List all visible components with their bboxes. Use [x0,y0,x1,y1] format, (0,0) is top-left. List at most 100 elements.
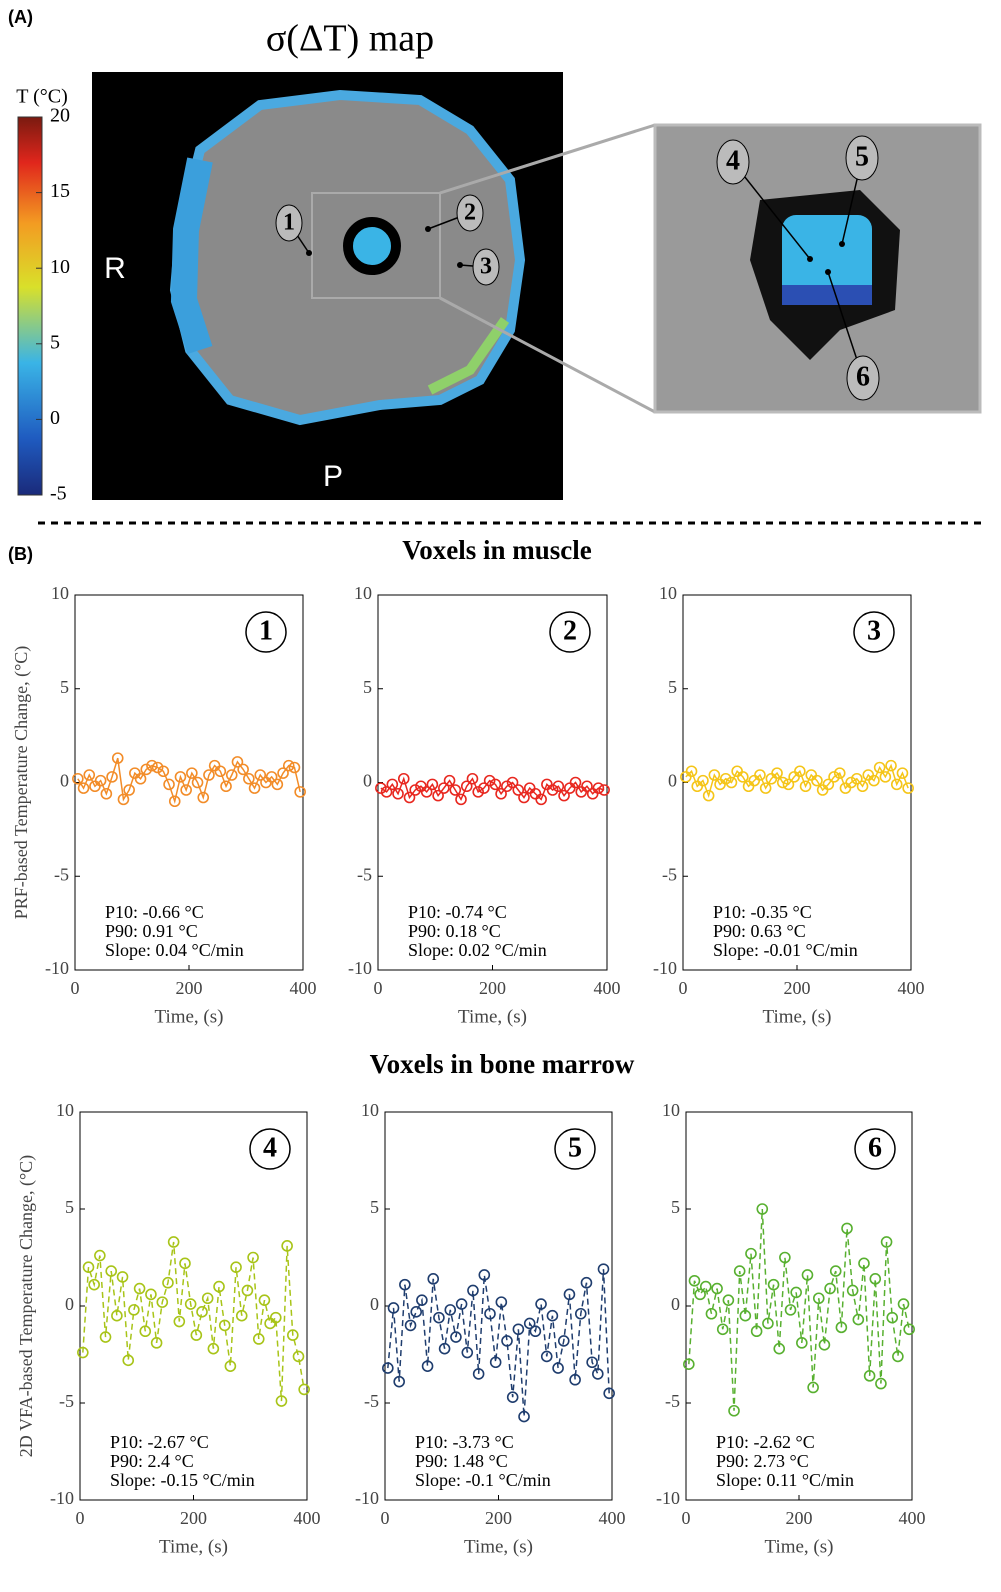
data-point [716,1323,729,1336]
data-point [231,756,244,768]
data-point [828,771,840,783]
marrow-edge [782,285,872,305]
data-point [563,1288,576,1301]
data-point [801,1269,814,1281]
data-point [685,765,698,778]
data-point [501,1335,513,1347]
data-point [427,1273,440,1285]
data-point [201,1292,214,1305]
data-point [203,769,215,781]
panel-label: (B) [8,544,33,564]
data-point [375,782,387,794]
x-tick-label: 0 [374,978,383,998]
y-tick-label: 0 [671,1294,680,1314]
data-point [711,1282,723,1295]
data-point [100,787,113,800]
data-point [258,1294,271,1306]
data-point [846,1284,859,1297]
colorbar-tick-label: -5 [50,483,67,505]
data-point [151,761,164,774]
colorbar-tick-label: 5 [50,331,60,353]
data-point [796,1337,808,1349]
data-point [868,774,880,787]
data-point [472,786,484,798]
x-axis-label: Time, (s) [458,1006,527,1027]
y-tick-label: 0 [370,1294,379,1314]
data-point [592,782,605,794]
data-point [688,1274,701,1287]
data-point [99,1331,112,1343]
data-point [903,1323,915,1336]
data-point [824,1282,836,1295]
data-point [433,1311,445,1324]
data-point [420,786,433,798]
panel-badge [554,1128,596,1170]
marker-circle [275,204,303,242]
data-point [890,778,903,791]
data-point [779,1251,791,1264]
voxel-dot [807,256,813,262]
x-tick-label: 0 [71,978,80,998]
voxel-dot [457,262,463,268]
data-point [224,1360,237,1372]
data-point [745,1247,757,1260]
plot-frame [79,1111,308,1501]
data-point [841,1222,853,1235]
data-point [150,1337,163,1349]
data-point [77,1346,89,1359]
data-point [856,780,869,793]
data-point [167,1236,180,1248]
data-point [851,772,863,785]
y-tick-label: 5 [370,1197,379,1217]
colorbar [17,116,43,496]
data-point [438,1342,451,1355]
data-point [397,772,410,785]
data-point [190,1329,203,1341]
data-point [557,1335,570,1347]
x-axis-label: Time, (s) [159,1536,228,1557]
data-point [288,761,301,774]
marker-circle [716,139,750,185]
data-point [897,1298,910,1310]
section-title: Voxels in muscle [402,535,592,565]
y-tick-label: 5 [363,677,372,697]
y-tick-label: -10 [355,1488,379,1508]
data-point [444,1304,457,1316]
zoom-box [311,192,441,299]
y-tick-label: 5 [60,677,69,697]
marker-label: 6 [856,361,870,392]
data-point [156,1296,169,1308]
panel-badge [245,611,287,653]
panel-badge-label: 3 [867,615,881,646]
y-tick-label: -10 [50,1488,74,1508]
map-title: σ(ΔT) map [266,18,434,60]
data-point [699,1280,712,1293]
y-tick-label: 0 [363,771,372,791]
y-tick-label: -5 [59,1391,74,1411]
data-point [269,1311,282,1324]
data-point [811,774,823,787]
data-point [123,784,135,796]
section-title: Voxels in bone marrow [370,1049,635,1079]
data-point [88,1278,100,1291]
data-point [535,1298,547,1310]
data-point [380,786,393,798]
y-tick-label: -10 [348,958,372,978]
data-point [603,1387,615,1400]
data-point [886,1311,899,1324]
data-point [128,1304,140,1316]
data-point [529,1325,542,1338]
y-tick-label: -5 [662,864,677,884]
data-point [892,1350,904,1363]
data-point [450,1331,462,1343]
y-tick-label: -10 [656,1488,680,1508]
data-point [111,752,124,764]
stat-annotation: P10: -2.62 °C [716,1432,815,1452]
data-point [546,1309,559,1322]
data-point [426,778,439,791]
y-tick-label: 5 [671,1197,680,1217]
data-point [382,1362,394,1374]
data-point [489,778,502,791]
data-point [725,776,738,789]
stat-annotation: P10: -2.67 °C [110,1432,209,1452]
